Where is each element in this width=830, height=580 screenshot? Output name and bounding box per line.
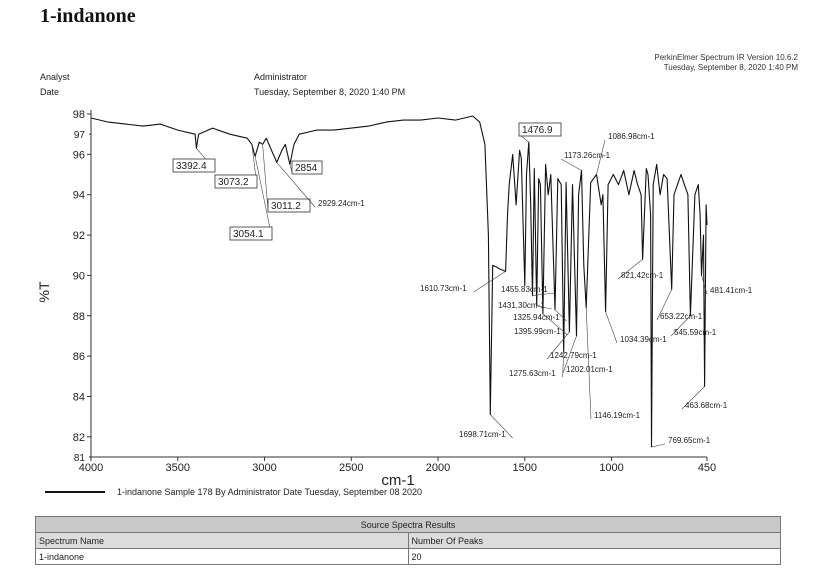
x-tick-label: 1500 <box>513 462 537 474</box>
header-number-of-peaks: Number Of Peaks <box>407 532 781 549</box>
x-tick-label: 450 <box>698 462 716 474</box>
peak-label: 3054.1 <box>233 229 264 240</box>
peak-leader-line <box>560 158 582 171</box>
peak-label: 1275.63cm-1 <box>509 369 556 378</box>
legend-swatch <box>45 491 105 493</box>
ir-spectrum-chart: 82 84 86 88 90 92 94 96 98 81 97 4000 3500 3000 2500 20… <box>36 109 753 489</box>
header-spectrum-name: Spectrum Name <box>35 532 409 549</box>
peak-label: 2929.24cm-1 <box>318 199 365 208</box>
peak-label-box <box>229 226 273 241</box>
x-tick-label: 2500 <box>339 462 363 474</box>
x-tick-label: 4000 <box>79 462 103 474</box>
peak-label-box <box>518 122 562 137</box>
x-tick-label: 3000 <box>252 462 276 474</box>
y-tick-label: 92 <box>73 230 85 242</box>
date-label: Date <box>40 87 60 97</box>
peak-label: 1395.99cm-1 <box>514 327 561 336</box>
y-axis-label: %T <box>36 281 52 302</box>
peak-leader-line <box>681 386 705 410</box>
x-tick-label: 3500 <box>166 462 190 474</box>
peak-leader-line <box>605 311 618 344</box>
peak-label: 1431.30cm-1 <box>498 301 545 310</box>
peak-label: 1610.73cm-1 <box>420 284 467 293</box>
table-caption: Source Spectra Results <box>35 516 781 533</box>
peak-label: 3392.4 <box>176 161 207 172</box>
peak-leader-line <box>701 275 708 295</box>
peak-leader-line <box>254 156 273 239</box>
y-tick-label: 84 <box>73 391 85 403</box>
peak-label: 1202.01cm-1 <box>566 365 613 374</box>
peak-label: 1698.71cm-1 <box>459 430 506 439</box>
peak-label: 545.59cm-1 <box>674 328 717 337</box>
software-version: PerkinElmer Spectrum IR Version 10.6.2 <box>654 53 798 62</box>
peak-label: 1476.9 <box>522 125 553 136</box>
peak-leader-line <box>473 271 506 293</box>
print-timestamp: Tuesday, September 8, 2020 1:40 PM <box>663 63 798 72</box>
y-tick-label: 98 <box>73 109 85 121</box>
analyst-label: Analyst <box>40 72 70 82</box>
y-tick-label: 94 <box>73 190 85 202</box>
y-tick-label: 90 <box>73 270 85 282</box>
peak-label: 481.41cm-1 <box>710 286 753 295</box>
y-tick-label: 81 <box>74 453 86 464</box>
peak-leader-line <box>585 307 592 420</box>
x-tick-label: 1000 <box>599 462 623 474</box>
x-axis-label: cm-1 <box>381 472 414 489</box>
peak-label-box <box>172 158 216 173</box>
peak-label: 463.68cm-1 <box>685 401 728 410</box>
peak-label-box <box>267 198 311 213</box>
y-tick-label: 96 <box>73 149 85 161</box>
peak-label: 1173.26cm-1 <box>564 151 611 160</box>
peak-leader-line <box>262 144 269 211</box>
peak-leader-line <box>617 259 643 280</box>
peak-label: 1146.19cm-1 <box>594 411 641 420</box>
legend-text: 1-indanone Sample 178 By Administrator D… <box>117 487 423 497</box>
legend: 1-indanone Sample 178 By Administrator D… <box>45 487 422 497</box>
peak-label: 1455.83cm-1 <box>501 285 548 294</box>
y-tick-label: 97 <box>74 130 86 141</box>
peak-leader-line <box>542 313 568 336</box>
cell-number-of-peaks: 20 <box>407 548 781 565</box>
cell-spectrum-name: 1-indanone <box>35 548 409 565</box>
peak-label-box <box>214 174 258 189</box>
peak-label: 1086.98cm-1 <box>608 132 655 141</box>
peak-leader-line <box>656 289 673 321</box>
peak-leader-line <box>532 292 555 296</box>
page-title: 1-indanone <box>40 5 136 27</box>
peak-leader-line <box>670 315 691 337</box>
peak-label: 653.22cm-1 <box>660 312 703 321</box>
spectrum-line-1-indanone <box>90 115 708 448</box>
peak-label: 1325.94cm-1 <box>513 313 560 322</box>
instrument-info: PerkinElmer Spectrum IR Version 10.6.2 T… <box>654 53 798 73</box>
peak-label: 1242.79cm-1 <box>550 351 597 360</box>
peak-label: 3073.2 <box>218 177 249 188</box>
peak-leader-line <box>546 331 570 360</box>
peak-leader-line <box>596 139 606 175</box>
peak-label: 3011.2 <box>271 201 301 212</box>
peak-leader-line <box>490 414 513 439</box>
peak-label: 2854 <box>295 163 318 174</box>
source-spectra-table: Source Spectra Results Spectrum Name Num… <box>35 516 781 565</box>
peak-label: 769.65cm-1 <box>668 436 711 445</box>
y-tick-label: 86 <box>73 351 85 363</box>
y-tick-label: 82 <box>73 432 85 444</box>
peak-leader-line <box>651 443 666 448</box>
peak-label: 1034.39cm-1 <box>620 335 667 344</box>
analyst-value: Administrator <box>254 72 308 82</box>
x-tick-label: 2000 <box>426 462 450 474</box>
peak-leader-line <box>276 162 316 208</box>
peak-leader-line <box>554 309 567 322</box>
date-value: Tuesday, September 8, 2020 1:40 PM <box>254 87 406 97</box>
peak-leader-line <box>562 335 577 374</box>
table-row: 1-indanone 20 <box>35 548 781 565</box>
peak-label-box <box>291 160 323 175</box>
peak-label: 821.42cm-1 <box>621 271 664 280</box>
peak-leader-line <box>536 305 552 310</box>
y-tick-label: 88 <box>73 311 85 323</box>
